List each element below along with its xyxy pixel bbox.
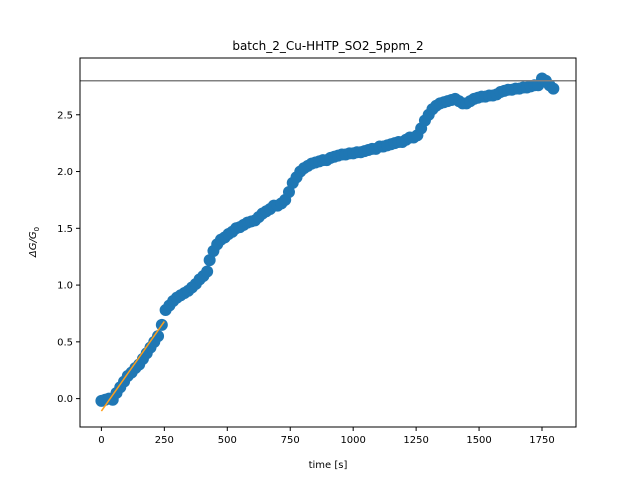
x-tick-label: 0 [98, 435, 104, 446]
scatter-point [201, 265, 214, 278]
scatter-point [282, 185, 295, 198]
y-tick-label: 2.5 [57, 110, 73, 121]
fit-line-layer [100, 320, 165, 412]
x-tick-label: 1000 [340, 435, 365, 446]
fit-line [100, 320, 165, 412]
y-tick-label: 2.0 [57, 167, 73, 178]
y-tick-label: 0.5 [57, 337, 73, 348]
y-tick-label: 0.0 [57, 394, 73, 405]
scatter-point [547, 82, 560, 95]
y-tick-label: 1.5 [57, 224, 73, 235]
x-tick-label: 500 [218, 435, 237, 446]
x-tick-label: 750 [281, 435, 300, 446]
plot-frame [79, 57, 577, 428]
scatter-point [152, 330, 165, 343]
scatter-series [95, 72, 560, 407]
y-axis-label-base: ΔG/G [28, 231, 39, 258]
x-axis-ticks: 0 250 500 750 1000 1250 1500 1750 [98, 427, 555, 446]
plot-area [80, 58, 576, 427]
y-tick-label: 1.0 [57, 281, 73, 292]
scatter-point [203, 254, 216, 267]
x-tick-label: 1250 [403, 435, 428, 446]
y-axis-ticks: 0.0 0.5 1.0 1.5 2.0 2.5 [57, 110, 80, 405]
x-tick-label: 250 [155, 435, 174, 446]
x-tick-label: 1500 [466, 435, 491, 446]
x-tick-label: 1750 [529, 435, 554, 446]
y-axis-label: ΔG/G0 [28, 227, 41, 258]
chart-title: batch_2_Cu-HHTP_SO2_5ppm_2 [232, 39, 423, 53]
x-axis-label: time [s] [309, 460, 348, 471]
y-axis-label-subscript: 0 [33, 227, 41, 231]
